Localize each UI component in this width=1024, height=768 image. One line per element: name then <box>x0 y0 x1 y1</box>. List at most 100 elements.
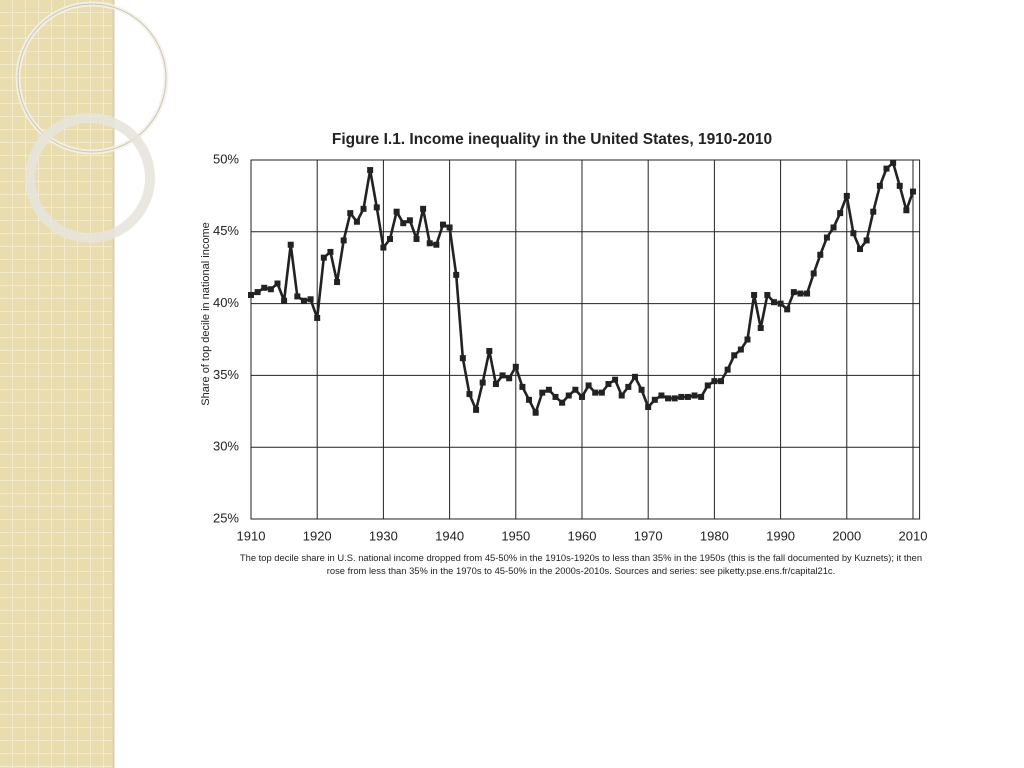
data-point <box>353 218 360 225</box>
data-point <box>559 399 566 406</box>
data-point <box>367 167 374 174</box>
data-point <box>804 290 811 297</box>
chart-note: The top decile share in U.S. national in… <box>239 552 923 576</box>
data-point <box>433 241 440 248</box>
data-point <box>506 375 513 382</box>
data-point <box>665 395 672 402</box>
data-point <box>876 182 883 189</box>
data-point <box>883 165 890 172</box>
data-point <box>387 235 394 242</box>
data-point <box>698 393 705 400</box>
data-point <box>267 286 274 293</box>
y-tick-label: 45% <box>213 223 239 238</box>
data-point <box>777 300 784 307</box>
x-tick-label: 1950 <box>501 528 530 543</box>
data-point <box>724 366 731 373</box>
data-point <box>526 396 533 403</box>
x-tick-label: 1910 <box>237 528 266 543</box>
plot-frame <box>250 159 921 520</box>
data-point <box>671 395 678 402</box>
data-point <box>837 210 844 217</box>
data-point <box>896 182 903 189</box>
data-point <box>446 224 453 231</box>
y-tick-label: 40% <box>213 295 239 310</box>
data-point <box>420 205 427 212</box>
data-point <box>711 378 718 385</box>
data-point <box>492 381 499 388</box>
data-point <box>843 192 850 199</box>
data-point <box>327 248 334 255</box>
data-point <box>413 235 420 242</box>
data-point <box>585 382 592 389</box>
data-point <box>618 392 625 399</box>
data-point <box>406 217 413 224</box>
x-tick-label: 1990 <box>766 528 795 543</box>
data-point <box>380 244 387 251</box>
data-point <box>678 393 685 400</box>
data-point <box>261 284 268 291</box>
data-point <box>850 230 857 237</box>
chart-title: Figure I.1. Income inequality in the Uni… <box>332 131 772 148</box>
data-point <box>486 347 493 354</box>
data-point <box>704 382 711 389</box>
data-point <box>691 392 698 399</box>
y-axis-label: Share of top decile in national income <box>200 222 212 405</box>
data-point <box>459 355 466 362</box>
data-point <box>645 403 652 410</box>
data-point <box>400 220 407 227</box>
data-point <box>287 241 294 248</box>
data-point <box>612 376 619 383</box>
data-point <box>539 389 546 396</box>
x-tick-label: 1970 <box>634 528 663 543</box>
data-point <box>592 389 599 396</box>
data-point <box>625 383 632 390</box>
data-point <box>532 409 539 416</box>
data-point <box>248 291 254 298</box>
x-tick-label: 1940 <box>435 528 464 543</box>
data-point <box>519 383 526 390</box>
data-point <box>737 346 744 353</box>
data-point <box>817 251 824 258</box>
data-point <box>909 188 916 195</box>
x-tick-label: 1960 <box>568 528 597 543</box>
data-point <box>770 299 777 306</box>
data-point <box>757 325 764 332</box>
data-point <box>658 392 665 399</box>
data-point <box>281 297 288 304</box>
data-point <box>638 386 645 393</box>
data-point <box>360 205 367 212</box>
data-point <box>605 381 612 388</box>
y-tick-label: 30% <box>213 439 239 454</box>
data-point <box>863 237 870 244</box>
data-point <box>578 393 585 400</box>
x-tick-label: 2000 <box>832 528 861 543</box>
data-point <box>320 254 327 261</box>
data-point <box>512 363 519 370</box>
plot-area: 25% 30% 35% 40% 45% 50% 1910 1920 1930 1940 1950 19… <box>213 151 927 543</box>
data-point <box>764 291 771 298</box>
data-point <box>684 393 691 400</box>
data-point <box>479 379 486 386</box>
data-point <box>347 210 354 217</box>
data-point <box>300 297 307 304</box>
data-point <box>552 393 559 400</box>
data-point <box>718 378 725 385</box>
data-point <box>903 207 910 214</box>
data-point <box>340 237 347 244</box>
data-point <box>751 291 758 298</box>
data-point <box>572 386 579 393</box>
data-point <box>631 373 638 380</box>
data-point <box>453 271 460 278</box>
data-point <box>890 159 897 166</box>
y-tick-label: 35% <box>213 367 239 382</box>
data-point <box>857 246 864 253</box>
data-point <box>274 280 281 287</box>
data-point <box>294 293 301 300</box>
data-point <box>784 306 791 313</box>
data-point <box>334 279 341 286</box>
data-point <box>731 352 738 359</box>
data-point <box>565 392 572 399</box>
x-tick-label: 1930 <box>369 528 398 543</box>
